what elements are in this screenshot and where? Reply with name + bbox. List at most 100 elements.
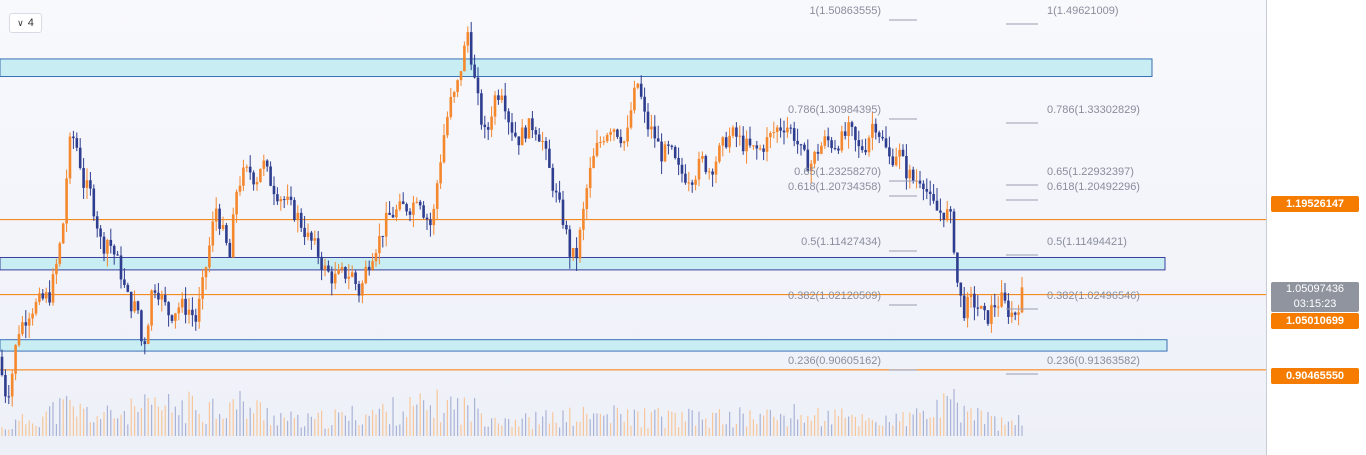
price-scale[interactable]: 1.19526147 1.05097436 03:15:23 1.0501069… (1266, 0, 1366, 455)
chart-canvas[interactable]: 1(1.50863555) 1(1.49621009) 0.786(1.309843… (0, 0, 1266, 455)
volume-bar (100, 419, 102, 436)
candle-body (126, 284, 130, 292)
candle-body (983, 305, 986, 311)
volume-bar (270, 425, 272, 436)
candle-body (480, 93, 483, 125)
volume-bar (637, 411, 639, 436)
candle-body (561, 199, 565, 225)
volume-bar (307, 413, 309, 436)
volume-bar (746, 426, 748, 436)
volume-bar (943, 393, 945, 436)
volume-bar (157, 406, 159, 436)
volume-bar (535, 411, 537, 436)
candle-body (136, 301, 140, 311)
candle-body (286, 196, 289, 200)
candle-body (602, 141, 606, 143)
volume-bar (474, 398, 476, 436)
fib-level-label-left: 0.618(1.20734358) (788, 181, 881, 193)
volume-bar (365, 414, 367, 436)
candle-body (922, 183, 925, 190)
candle-body (609, 131, 612, 135)
candle-body (796, 140, 799, 145)
volume-bar (1021, 425, 1023, 436)
volume-bar (174, 406, 176, 436)
chevron-down-icon: ∨ (17, 17, 24, 28)
candle-body (204, 267, 208, 278)
candle-body (962, 295, 966, 319)
interval-selector[interactable]: ∨ 4 (9, 13, 42, 33)
volume-bar (650, 411, 652, 436)
candle-body (758, 148, 762, 150)
volume-bar (882, 425, 884, 436)
price-axis-label: 1.19526147 (1271, 196, 1359, 212)
candle-body (51, 274, 55, 303)
candle-body (133, 301, 136, 312)
candle-body (201, 277, 204, 299)
candle-body (354, 272, 357, 285)
volume-bar (1007, 421, 1009, 436)
candle-body (792, 128, 796, 141)
fib-level-label-right: 0.382(1.02496546) (1047, 290, 1140, 302)
volume-bar (892, 425, 894, 436)
volume-bar (871, 419, 873, 436)
candle-body (837, 148, 840, 151)
volume-bar (487, 426, 489, 436)
candle-body (401, 201, 405, 205)
candle-body (816, 151, 820, 154)
volume-bar (385, 411, 387, 436)
candle-body (374, 253, 378, 262)
volume-bar (21, 413, 23, 436)
candle-body (259, 168, 262, 183)
candle-body (316, 238, 320, 257)
candle-body (1013, 312, 1017, 315)
candle-body (238, 185, 242, 192)
candle-body (269, 166, 272, 186)
candle-body (61, 223, 65, 244)
candle-body (714, 161, 718, 175)
candle-body (425, 217, 429, 220)
candle-body (1010, 312, 1014, 317)
candle-body (956, 252, 959, 283)
candle-body (500, 95, 504, 100)
candle-body (898, 149, 901, 157)
candle-body (571, 247, 575, 257)
candle-body (344, 267, 347, 279)
volume-bar (769, 409, 771, 436)
candle-body (123, 279, 126, 285)
candle-body (112, 245, 116, 255)
volume-bar (834, 409, 836, 436)
volume-bar (195, 410, 197, 436)
candle-body (140, 310, 143, 342)
volume-bar (276, 425, 278, 436)
candle-body (0, 356, 4, 376)
candle-body (248, 166, 252, 173)
volume-bar (450, 396, 452, 436)
volume-layer (1, 389, 1023, 436)
candle-body (221, 225, 225, 229)
volume-bar (542, 416, 544, 436)
volume-bar (460, 424, 462, 436)
volume-bar (239, 391, 241, 436)
volume-bar (899, 421, 901, 436)
current-price: 1.05097436 (1285, 283, 1345, 295)
volume-bar (8, 429, 10, 436)
volume-bar (939, 417, 941, 436)
candle-body (350, 272, 354, 277)
chart-plot-area[interactable]: 1(1.50863555) 1(1.49621009) 0.786(1.309843… (0, 0, 1266, 455)
candle-body (599, 141, 602, 143)
volume-bar (494, 417, 496, 436)
candle-body (806, 149, 810, 172)
volume-bar (916, 408, 918, 436)
volume-bar (317, 412, 319, 436)
candle-body (282, 199, 286, 201)
volume-bar (484, 426, 486, 436)
volume-bar (732, 427, 734, 436)
candle-body (986, 310, 990, 324)
candle-body (381, 235, 385, 237)
candle-body (395, 209, 398, 218)
candle-body (58, 243, 62, 264)
volume-bar (565, 422, 567, 436)
price-axis-label: 1.05010699 (1271, 313, 1359, 329)
volume-bar (38, 427, 40, 436)
volume-bar (467, 405, 469, 436)
